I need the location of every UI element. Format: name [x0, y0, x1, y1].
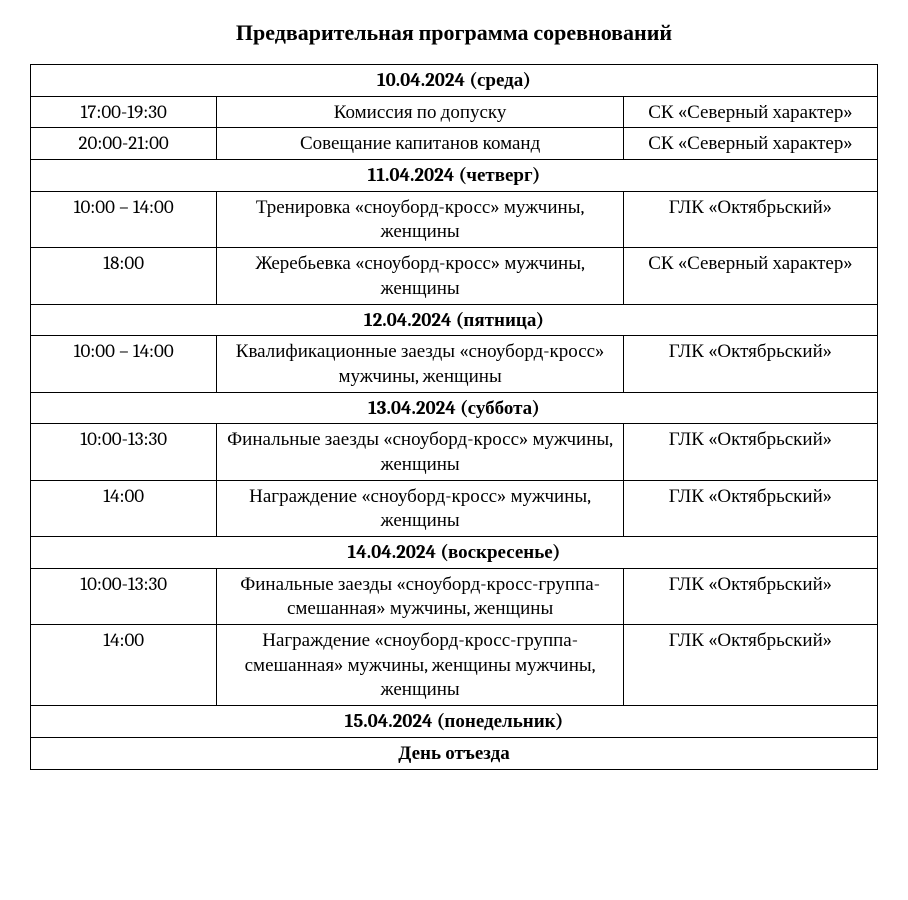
- venue-cell: ГЛК «Октябрьский»: [623, 424, 877, 480]
- event-cell: Финальные заезды «сноуборд-кросс» мужчин…: [217, 424, 624, 480]
- time-cell: 10:00-13:30: [31, 568, 217, 624]
- event-cell: Квалификационные заезды «сноуборд-кросс»…: [217, 336, 624, 392]
- venue-cell: ГЛК «Октябрьский»: [623, 625, 877, 706]
- event-cell: Тренировка «сноуборд-кросс» мужчины, жен…: [217, 191, 624, 247]
- table-row: 14:00Награждение «сноуборд-кросс-группа-…: [31, 625, 878, 706]
- schedule-table: 10.04.2024 (среда)17:00-19:30Комиссия по…: [30, 64, 878, 770]
- event-cell: Жеребьевка «сноуборд-кросс» мужчины, жен…: [217, 248, 624, 304]
- time-cell: 14:00: [31, 625, 217, 706]
- date-header: 14.04.2024 (воскресенье): [31, 537, 878, 569]
- date-header: 10.04.2024 (среда): [31, 65, 878, 97]
- time-cell: 20:00-21:00: [31, 128, 217, 160]
- date-header: 15.04.2024 (понедельник): [31, 706, 878, 738]
- time-cell: 10:00-13:30: [31, 424, 217, 480]
- time-cell: 18:00: [31, 248, 217, 304]
- date-header: 11.04.2024 (четверг): [31, 160, 878, 192]
- venue-cell: СК «Северный характер»: [623, 96, 877, 128]
- venue-cell: ГЛК «Октябрьский»: [623, 480, 877, 536]
- venue-cell: ГЛК «Октябрьский»: [623, 191, 877, 247]
- full-row: День отъезда: [31, 737, 878, 769]
- venue-cell: ГЛК «Октябрьский»: [623, 336, 877, 392]
- event-cell: Совещание капитанов команд: [217, 128, 624, 160]
- time-cell: 10:00 – 14:00: [31, 191, 217, 247]
- table-row: 18:00Жеребьевка «сноуборд-кросс» мужчины…: [31, 248, 878, 304]
- table-row: 10:00 – 14:00Тренировка «сноуборд-кросс»…: [31, 191, 878, 247]
- time-cell: 17:00-19:30: [31, 96, 217, 128]
- page-title: Предварительная программа соревнований: [30, 20, 878, 46]
- date-header: 13.04.2024 (суббота): [31, 392, 878, 424]
- event-cell: Комиссия по допуску: [217, 96, 624, 128]
- venue-cell: СК «Северный характер»: [623, 128, 877, 160]
- date-header: 12.04.2024 (пятница): [31, 304, 878, 336]
- table-row: 17:00-19:30Комиссия по допускуСК «Северн…: [31, 96, 878, 128]
- time-cell: 14:00: [31, 480, 217, 536]
- schedule-tbody: 10.04.2024 (среда)17:00-19:30Комиссия по…: [31, 65, 878, 770]
- event-cell: Финальные заезды «сноуборд-кросс-группа-…: [217, 568, 624, 624]
- table-row: День отъезда: [31, 737, 878, 769]
- table-row: 10:00-13:30Финальные заезды «сноуборд-кр…: [31, 568, 878, 624]
- table-row: 14:00Награждение «сноуборд-кросс» мужчин…: [31, 480, 878, 536]
- table-row: 20:00-21:00Совещание капитанов командСК …: [31, 128, 878, 160]
- event-cell: Награждение «сноуборд-кросс-группа-смеша…: [217, 625, 624, 706]
- event-cell: Награждение «сноуборд-кросс» мужчины, же…: [217, 480, 624, 536]
- time-cell: 10:00 – 14:00: [31, 336, 217, 392]
- table-row: 10:00 – 14:00Квалификационные заезды «сн…: [31, 336, 878, 392]
- table-row: 10:00-13:30Финальные заезды «сноуборд-кр…: [31, 424, 878, 480]
- venue-cell: СК «Северный характер»: [623, 248, 877, 304]
- venue-cell: ГЛК «Октябрьский»: [623, 568, 877, 624]
